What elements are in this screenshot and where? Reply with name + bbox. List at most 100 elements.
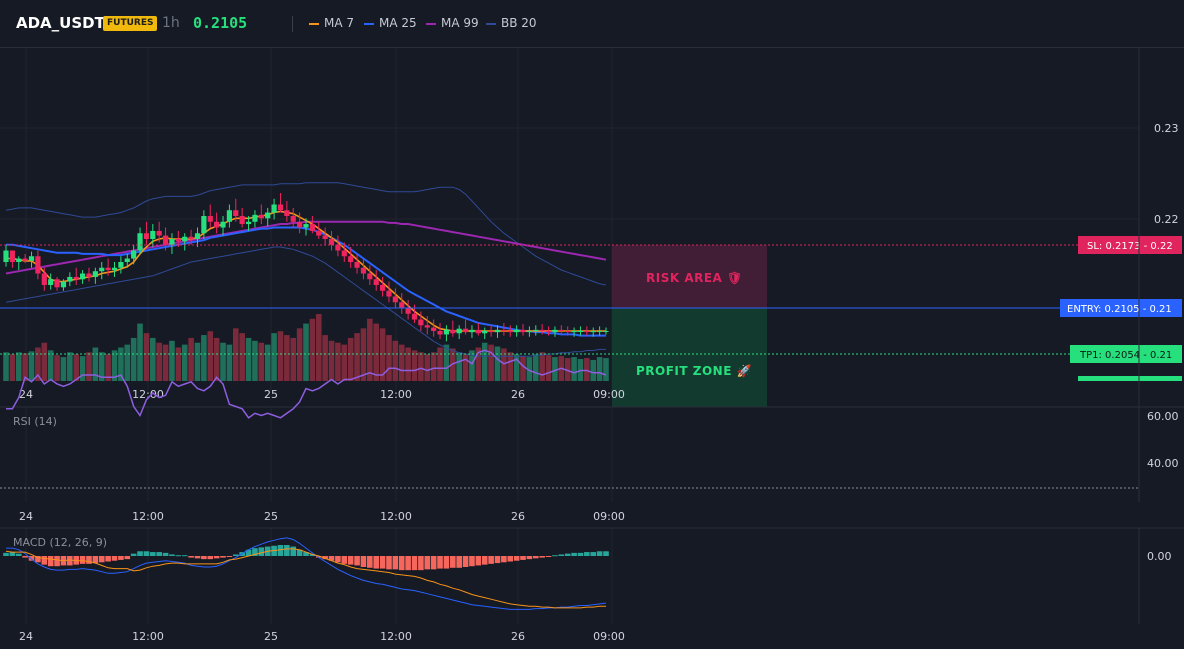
candle-body xyxy=(111,267,118,271)
macd-line xyxy=(6,537,607,610)
macd-hist-bar xyxy=(47,556,54,567)
time-tick: 12:00 xyxy=(380,388,412,401)
risk-area-zone xyxy=(612,245,767,308)
time-tick: 25 xyxy=(264,388,278,401)
volume-bar xyxy=(201,335,207,381)
volume-bar xyxy=(9,354,16,381)
macd-hist-bar xyxy=(450,556,456,568)
time-tick: 12:00 xyxy=(380,630,412,643)
macd-hist-bar xyxy=(494,556,501,564)
macd-hist-bar xyxy=(41,556,48,565)
time-tick: 25 xyxy=(264,510,278,523)
macd-hist-bar xyxy=(398,556,405,571)
candle-body xyxy=(79,273,86,280)
candle-body xyxy=(552,329,558,333)
candle-body xyxy=(258,214,264,219)
ma99-swatch-icon xyxy=(426,22,436,25)
volume-bar xyxy=(450,348,456,381)
volume-bar xyxy=(590,359,597,381)
volume-bar xyxy=(462,354,469,381)
volume-bar xyxy=(564,358,571,381)
candle-body xyxy=(335,244,341,251)
macd-hist-bar xyxy=(28,556,35,561)
candle-body xyxy=(118,262,124,268)
macd-hist-bar xyxy=(315,556,322,558)
candle-body xyxy=(488,331,494,333)
candle-body xyxy=(309,224,315,231)
macd-hist-bar xyxy=(564,553,571,556)
macd-hist-bar xyxy=(367,556,373,568)
macd-hist-bar xyxy=(3,552,9,556)
macd-hist-bar xyxy=(124,556,131,560)
time-tick: 09:00 xyxy=(593,388,625,401)
candle-body xyxy=(9,250,15,262)
macd-hist-bar xyxy=(54,556,60,567)
last-price: 0.2105 xyxy=(193,14,248,32)
volume-bar xyxy=(92,347,99,381)
time-tick: 24 xyxy=(19,630,33,643)
legend-ma7-label: MA 7 xyxy=(324,16,355,30)
interval-selector[interactable]: 1h xyxy=(162,15,180,31)
ma25-swatch-icon xyxy=(364,22,374,25)
volume-bar xyxy=(552,357,558,381)
chart-header: ADA_USDT FUTURES 1h 0.2105 MA 7 MA 25 MA… xyxy=(0,0,1184,48)
candle-body xyxy=(60,281,67,288)
legend-bb20[interactable]: BB 20 xyxy=(486,16,537,30)
candle-body xyxy=(539,329,545,331)
volume-bar xyxy=(47,350,54,381)
macd-hist-bar xyxy=(118,556,124,560)
profit-zone xyxy=(612,308,767,407)
legend-ma25[interactable]: MA 25 xyxy=(364,16,417,30)
macd-hist-bar xyxy=(79,556,86,564)
macd-hist-bar xyxy=(98,556,105,563)
candle-body xyxy=(16,258,22,262)
candle-body xyxy=(169,239,175,245)
volume-bar xyxy=(41,342,48,381)
candle-body xyxy=(533,329,539,331)
candle-body xyxy=(150,230,156,239)
volume-bar xyxy=(22,353,28,381)
time-tick: 24 xyxy=(19,388,33,401)
volume-bar xyxy=(386,335,392,381)
volume-bar xyxy=(54,355,60,381)
legend-ma99[interactable]: MA 99 xyxy=(426,16,479,30)
candle-body xyxy=(201,216,207,234)
chart-canvas[interactable]: RISK AREA 🛡 PROFIT ZONE 🚀 SL: 0.2173 - 0… xyxy=(0,48,1184,649)
volume-bar xyxy=(367,318,373,381)
candle-body xyxy=(584,331,590,333)
macd-hist-bar xyxy=(245,549,252,556)
macd-hist-bar xyxy=(424,556,431,570)
candle-body xyxy=(22,258,28,261)
legend-ma7[interactable]: MA 7 xyxy=(309,16,354,30)
macd-hist-bar xyxy=(520,556,526,560)
volume-bar xyxy=(398,344,405,381)
candle-body xyxy=(41,273,47,285)
macd-hist-bar xyxy=(92,556,99,564)
candle-body xyxy=(290,216,296,222)
macd-hist-bar xyxy=(577,552,584,556)
candle-body xyxy=(162,235,169,245)
time-tick: 12:00 xyxy=(132,630,164,643)
volume-bar xyxy=(194,342,201,381)
macd-hist-bar xyxy=(437,556,443,569)
candle-body xyxy=(54,279,60,288)
volume-bar xyxy=(596,357,603,381)
candle-body xyxy=(35,256,41,274)
candle-body xyxy=(156,230,162,236)
volume-bar xyxy=(309,318,316,381)
macd-hist-bar xyxy=(456,556,462,568)
volume-bars xyxy=(3,314,609,381)
candle-body xyxy=(437,331,443,335)
symbol-title[interactable]: ADA_USDT xyxy=(16,14,105,32)
volume-bar xyxy=(469,350,475,381)
volume-bar xyxy=(232,328,239,381)
candle-body xyxy=(431,327,437,331)
legend-bb20-label: BB 20 xyxy=(501,16,537,30)
volume-bar xyxy=(181,344,188,381)
entry-label: ENTRY: 0.2105 - 0.21 xyxy=(1067,304,1172,315)
macd-hist-bar xyxy=(545,556,552,557)
volume-bar xyxy=(35,347,41,381)
macd-hist-bar xyxy=(22,556,28,558)
macd-hist-bar xyxy=(150,552,156,556)
volume-bar xyxy=(501,348,507,381)
